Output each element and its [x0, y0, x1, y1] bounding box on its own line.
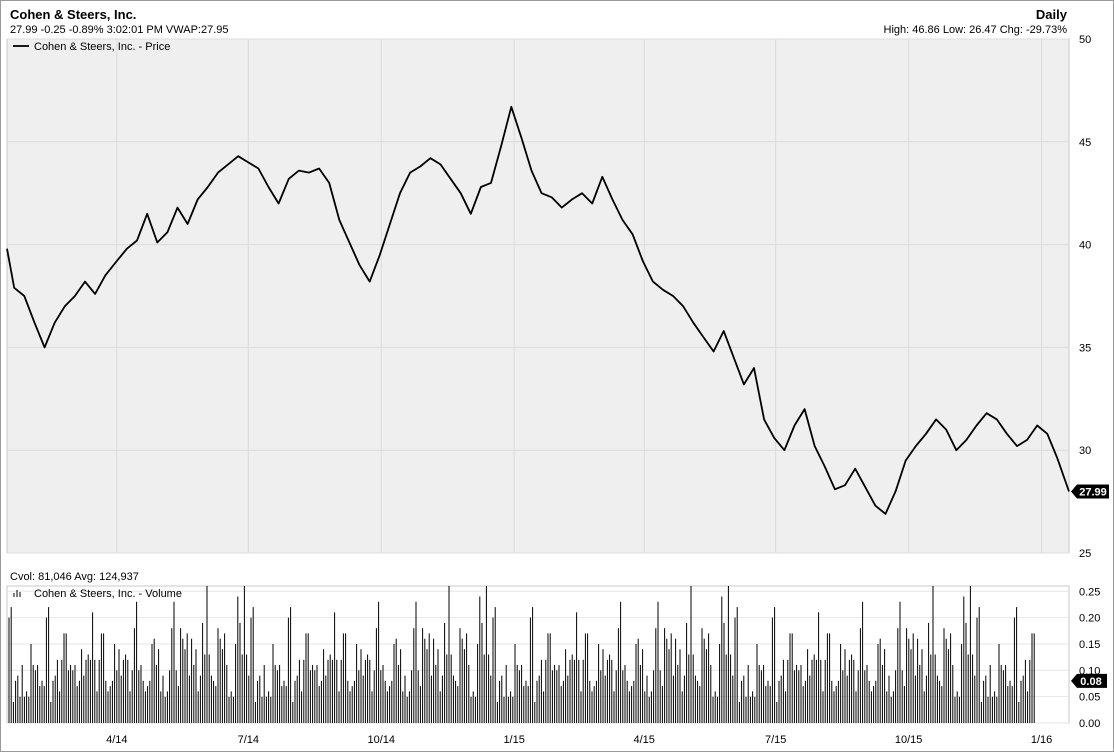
x-tick-label: 1/15: [503, 734, 524, 746]
volume-legend-label: Cohen & Steers, Inc. - Volume: [34, 588, 182, 600]
x-tick-label: 1/16: [1031, 734, 1052, 746]
y-tick-label: 25: [1079, 548, 1091, 560]
x-tick-label: 7/14: [238, 734, 259, 746]
y-tick-label: 35: [1079, 342, 1091, 354]
x-tick-label: 4/15: [633, 734, 654, 746]
last-price-value: 27.99: [1079, 487, 1107, 499]
last-volume-badge: [1071, 673, 1107, 688]
price-plot: 25 30 35 40 45 50 Cohen & Steers, Inc. - Price…: [6, 34, 1109, 560]
price-series-line: [6, 105, 1070, 515]
volume-y-tick-label: 0.20: [1079, 613, 1100, 625]
interval-label[interactable]: Daily: [1035, 7, 1067, 22]
quote-line: 27.99 -0.25 -0.89% 3:02:01 PM VWAP:27.95: [10, 24, 229, 36]
price-legend-label: Cohen & Steers, Inc. - Price: [34, 41, 170, 53]
volume-y-tick-label: 0.15: [1079, 639, 1100, 651]
last-volume-value: 0.08: [1080, 676, 1101, 688]
chart-title: Cohen & Steers, Inc.: [10, 7, 137, 22]
volume-stats: Cvol: 81,046 Avg: 124,937: [10, 571, 139, 583]
volume-plot: 4/14 7/14 10/14 1/15 4/15 7/15 10/15 1/16 0.00 0.…: [6, 585, 1107, 746]
volume-bars-icon: [13, 590, 21, 597]
x-tick-label: 4/14: [106, 734, 127, 746]
volume-y-tick-label: 0.05: [1079, 692, 1100, 704]
volume-y-tick-label: 0.25: [1079, 586, 1100, 598]
volume-y-tick-label: 0.00: [1079, 718, 1100, 730]
y-tick-label: 45: [1079, 137, 1091, 149]
y-tick-label: 40: [1079, 240, 1091, 252]
last-price-badge: [1071, 484, 1109, 499]
range-line: High: 46.86 Low: 26.47 Chg: -29.73%: [883, 24, 1067, 36]
x-tick-label: 7/15: [765, 734, 786, 746]
x-tick-label: 10/15: [895, 734, 923, 746]
x-tick-label: 10/14: [367, 734, 395, 746]
y-tick-label: 30: [1079, 445, 1091, 457]
volume-plot-bg: [6, 585, 1070, 724]
price-plot-bg: [6, 38, 1070, 554]
y-tick-label: 50: [1079, 34, 1091, 46]
